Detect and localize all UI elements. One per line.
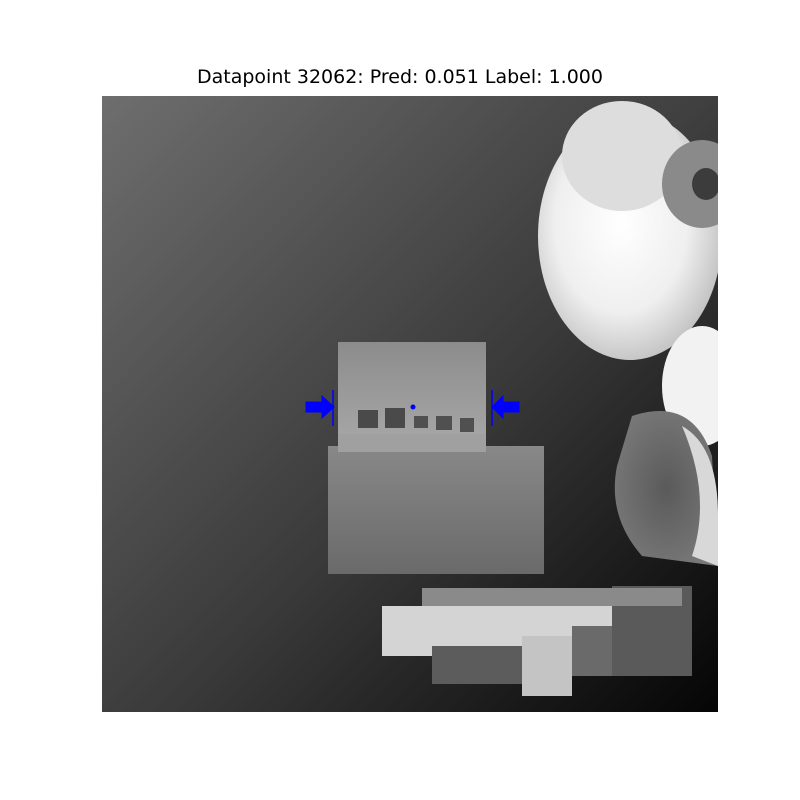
round-object [538,101,718,360]
box-object [328,342,544,574]
blue-arrows-grasp-marker [305,390,520,426]
depth-image [102,96,718,712]
bottle-object [614,326,718,566]
figure-title: Datapoint 32062: Pred: 0.051 Label: 1.00… [197,66,603,88]
flat-object [382,586,692,696]
